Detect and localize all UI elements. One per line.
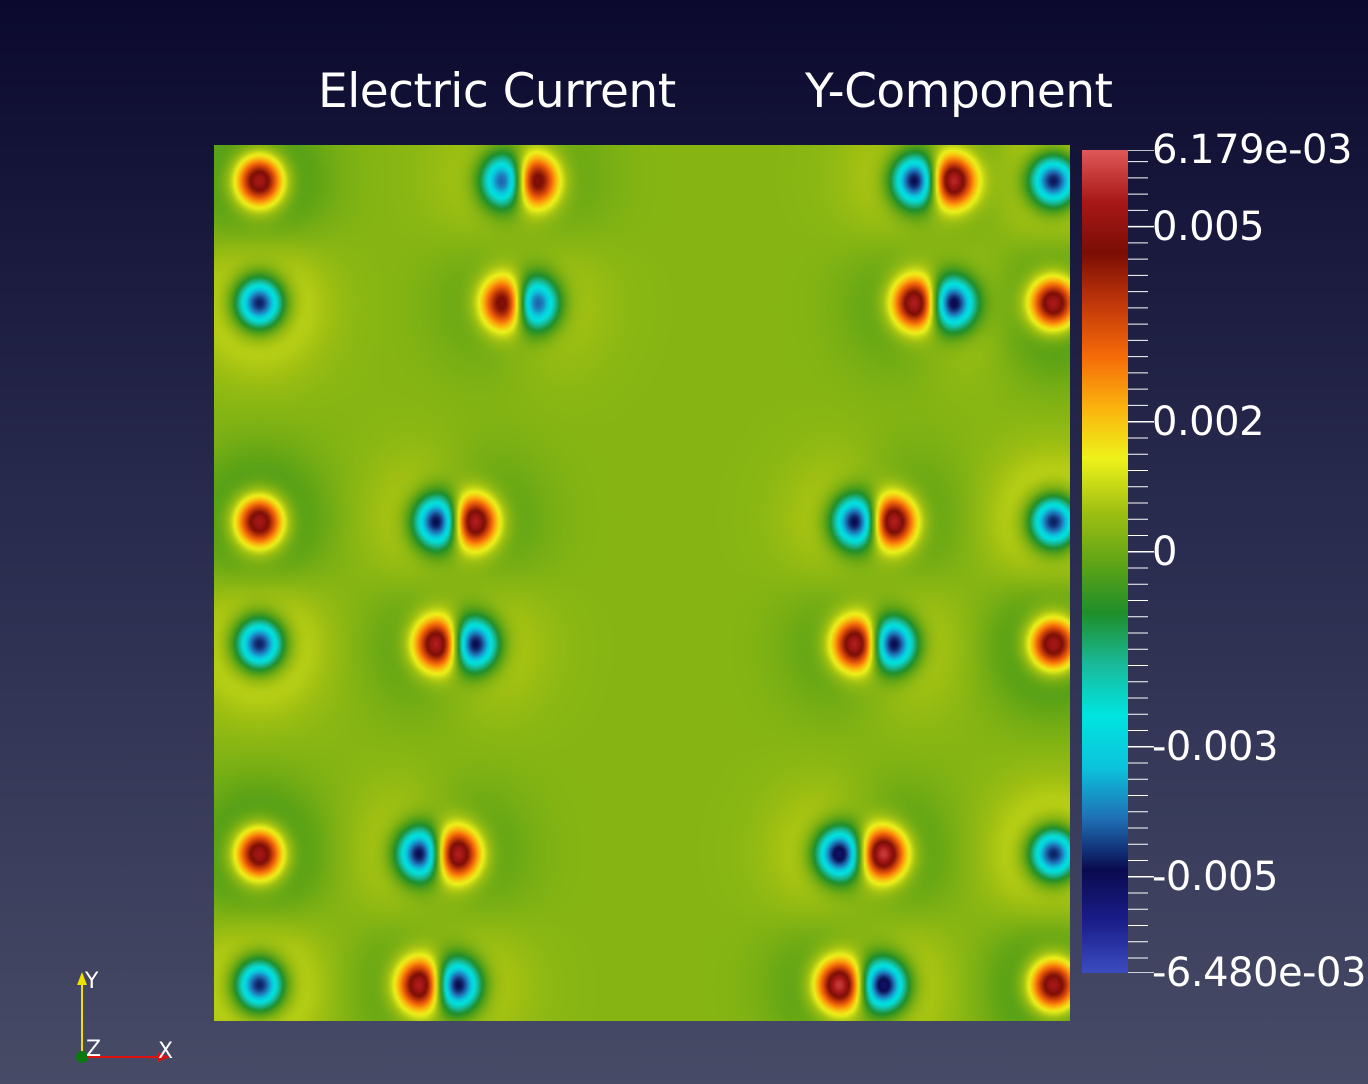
colorbar-tick-label: 0.005 [1152,203,1265,250]
x-axis-label: X [158,1039,173,1064]
y-axis-arrow [77,972,87,985]
x-axis-arrow [157,1052,170,1062]
colorbar [1082,150,1128,973]
chart-title-left: Electric Current [318,64,676,119]
colorbar-tick-label: 0 [1152,528,1177,575]
z-axis-label: Z [86,1037,101,1062]
z-axis-dot [76,1051,88,1063]
colorbar-max-label: 6.179e-03 [1152,127,1352,173]
chart-title-right: Y-Component [805,64,1113,119]
colorbar-min-label: -6.480e-03 [1152,950,1366,996]
colorbar-ticks [1128,150,1154,973]
colorbar-tick-label: 0.002 [1152,398,1265,445]
colorbar-tick-label: -0.005 [1152,853,1278,900]
axes-orientation-gizmo: Y Z X [76,969,173,1064]
y-axis-label: Y [84,969,99,994]
heatmap-plot[interactable] [214,145,1070,1021]
colorbar-tick-label: -0.003 [1152,723,1278,770]
